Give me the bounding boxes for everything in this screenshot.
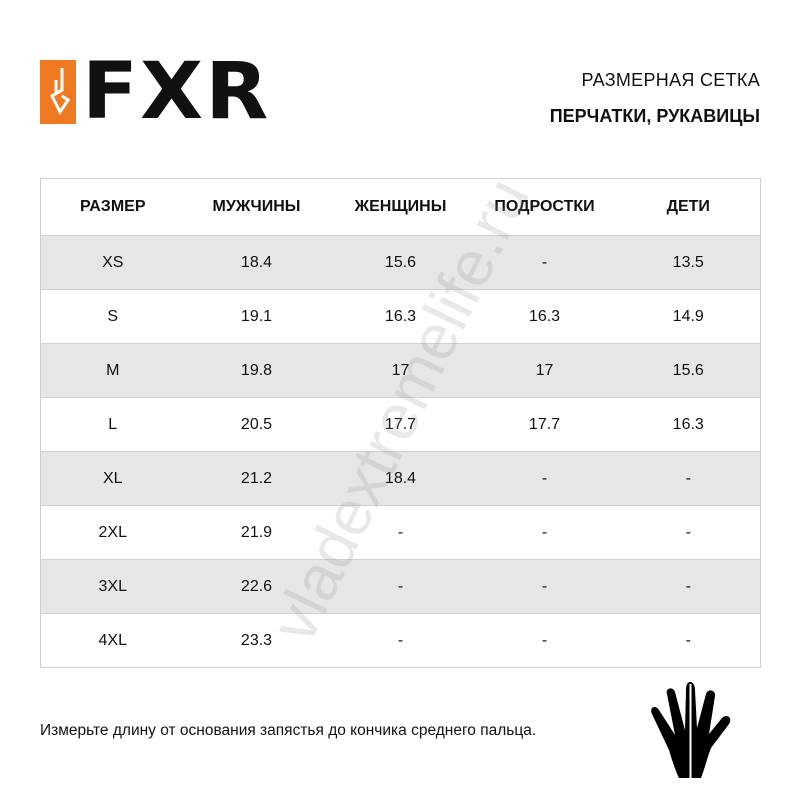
measurement-cell: - xyxy=(328,559,473,614)
column-header: МУЖЧИНЫ xyxy=(184,178,329,236)
measurement-cell: - xyxy=(472,559,617,614)
hand-measure-icon xyxy=(645,680,735,780)
fxr-logo: FXR xyxy=(40,53,268,131)
measure-note: Измерьте длину от основания запястья до … xyxy=(40,722,537,739)
measurement-cell: - xyxy=(328,613,473,668)
measurement-cell: 22.6 xyxy=(184,559,329,614)
size-cell: 4XL xyxy=(40,613,185,668)
measurement-cell: 17.7 xyxy=(472,397,617,452)
measurement-cell: 17 xyxy=(472,343,617,398)
measurement-cell: - xyxy=(616,613,761,668)
size-cell: XS xyxy=(40,235,185,290)
logo-mark-icon xyxy=(40,60,76,124)
column-header: ЖЕНЩИНЫ xyxy=(328,178,473,236)
measurement-cell: 19.1 xyxy=(184,289,329,344)
measurement-cell: 17.7 xyxy=(328,397,473,452)
size-cell: 2XL xyxy=(40,505,185,560)
size-cell: M xyxy=(40,343,185,398)
measurement-cell: 18.4 xyxy=(184,235,329,290)
measurement-cell: - xyxy=(472,613,617,668)
column-header: ДЕТИ xyxy=(616,178,761,236)
logo-text: FXR xyxy=(82,47,271,137)
measurement-cell: - xyxy=(616,505,761,560)
table-row: 3XL 22.6- - - xyxy=(40,559,761,614)
size-cell: 3XL xyxy=(40,559,185,614)
size-cell: S xyxy=(40,289,185,344)
measurement-cell: 17 xyxy=(328,343,473,398)
measurement-cell: 21.9 xyxy=(184,505,329,560)
measurement-cell: 16.3 xyxy=(472,289,617,344)
measurement-cell: - xyxy=(616,451,761,506)
measurement-cell: - xyxy=(328,505,473,560)
column-header: РАЗМЕР xyxy=(40,178,185,236)
table-row: 2XL 21.9- - - xyxy=(40,505,761,560)
measurement-cell: 19.8 xyxy=(184,343,329,398)
measurement-cell: - xyxy=(472,235,617,290)
measurement-cell: - xyxy=(472,505,617,560)
table-row: S 19.1 16.3 16.3 14.9 xyxy=(40,289,761,344)
measurement-cell: - xyxy=(616,559,761,614)
measurement-cell: 15.6 xyxy=(328,235,473,290)
measurement-cell: 15.6 xyxy=(616,343,761,398)
table-row: XL 21.2 18.4- - xyxy=(40,451,761,506)
size-cell: XL xyxy=(40,451,185,506)
column-header: ПОДРОСТКИ xyxy=(472,178,617,236)
measurement-cell: 23.3 xyxy=(184,613,329,668)
size-table: РАЗМЕР МУЖЧИНЫ ЖЕНЩИНЫ ПОДРОСТКИ ДЕТИ XS 18.4… xyxy=(40,178,761,668)
measurement-cell: 20.5 xyxy=(184,397,329,452)
measurement-cell: 13.5 xyxy=(616,235,761,290)
page-subtitle: ПЕРЧАТКИ, РУКАВИЦЫ xyxy=(549,106,760,126)
table-row: M 19.8 17 17 15.6 xyxy=(40,343,761,398)
measurement-cell: 14.9 xyxy=(616,289,761,344)
measurement-cell: 21.2 xyxy=(184,451,329,506)
page-title: РАЗМЕРНАЯ СЕТКА xyxy=(581,70,760,90)
table-row: 4XL 23.3- - - xyxy=(40,613,761,668)
table-row: L 20.5 17.7 17.7 16.3 xyxy=(40,397,761,452)
table-row: XS 18.4 15.6-13.5 xyxy=(40,235,761,290)
measurement-cell: 18.4 xyxy=(328,451,473,506)
size-cell: L xyxy=(40,397,185,452)
measurement-cell: 16.3 xyxy=(328,289,473,344)
measurement-cell: - xyxy=(472,451,617,506)
measurement-cell: 16.3 xyxy=(616,397,761,452)
table-header: РАЗМЕР МУЖЧИНЫ ЖЕНЩИНЫ ПОДРОСТКИ ДЕТИ xyxy=(40,178,761,236)
